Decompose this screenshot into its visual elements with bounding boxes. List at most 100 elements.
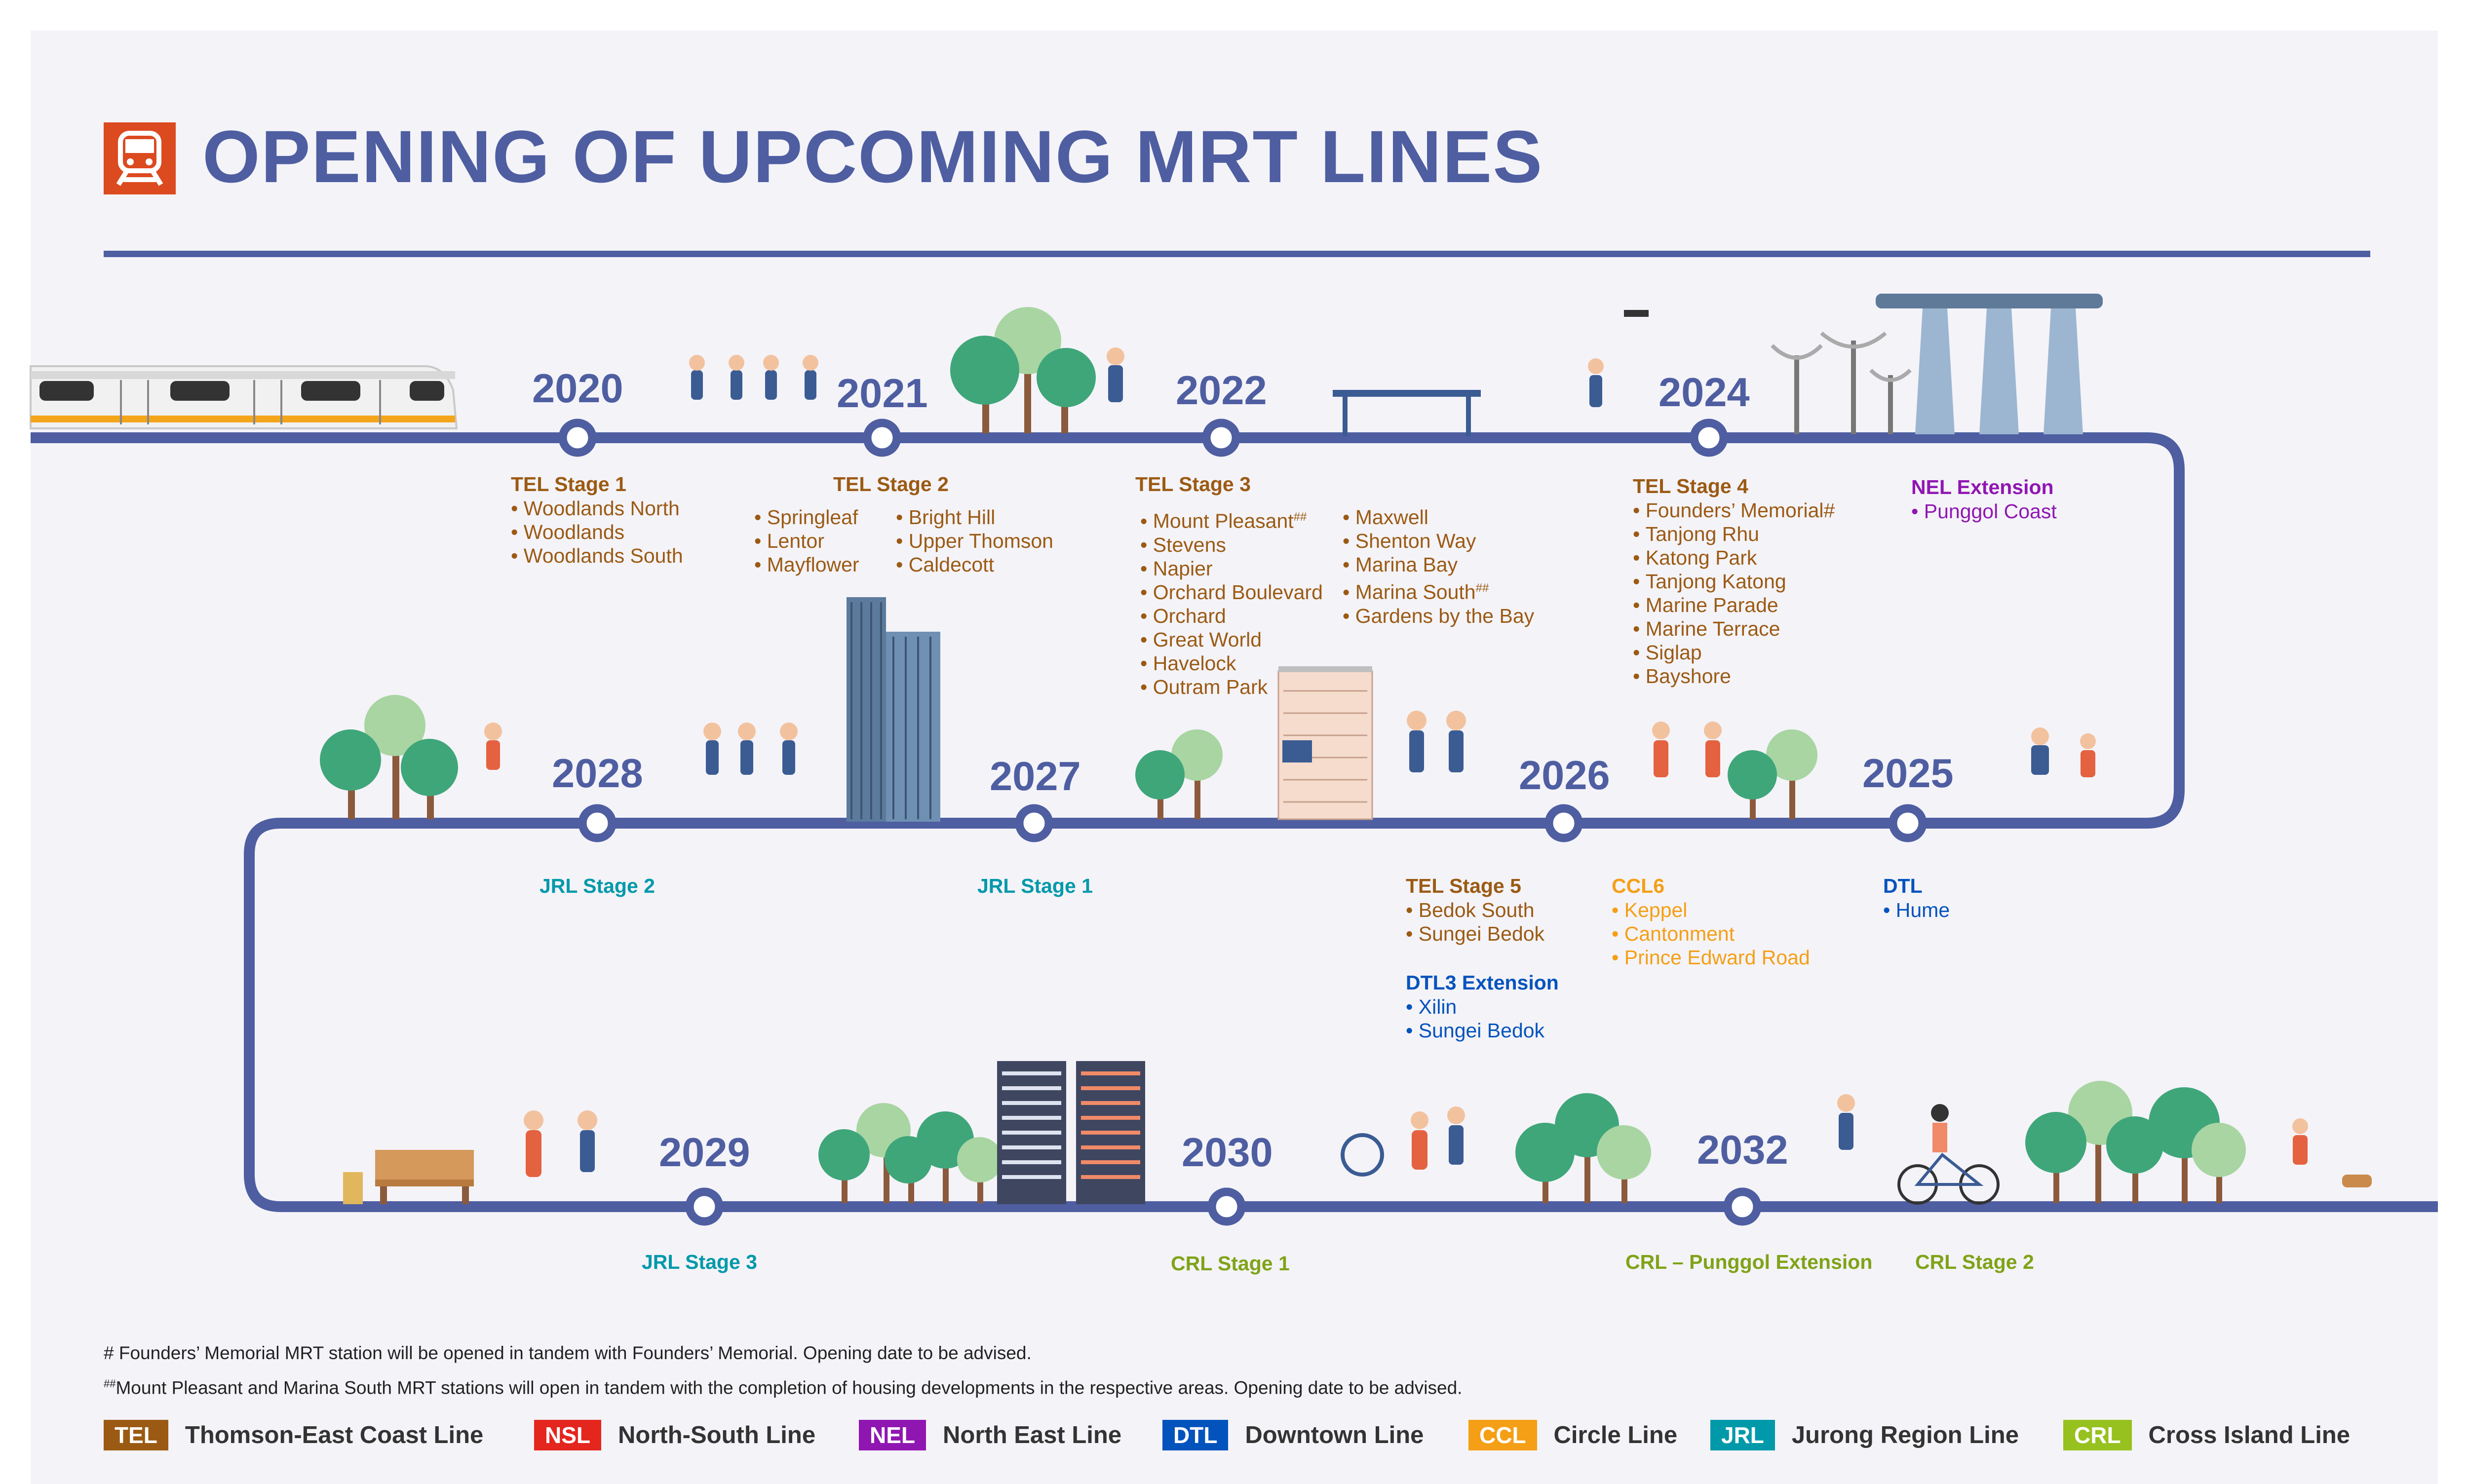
line-name: Downtown Line	[1245, 1422, 1424, 1448]
tree-cluster-row3-mid	[1515, 1093, 1651, 1203]
station-item: Woodlands South	[511, 544, 683, 568]
section-jrl-stage-1: JRL Stage 1	[977, 875, 1093, 897]
section-nel-extension: NEL Extension Punggol Coast	[1911, 475, 2057, 523]
section-dtl: DTL Hume	[1883, 874, 1950, 922]
station-item: Prince Edward Road	[1612, 946, 1810, 969]
year-2028: 2028	[552, 750, 643, 796]
section-tel-stage-2-col1: Springleaf Lentor Mayflower	[754, 505, 859, 576]
station-item: Marine Terrace	[1633, 617, 1835, 641]
station-item: Great World	[1140, 628, 1323, 651]
station-dot-2024	[1690, 419, 1728, 457]
station-item: Mount Pleasant##	[1140, 505, 1323, 533]
station-item: Marine Parade	[1633, 593, 1835, 617]
station-item: Xilin	[1406, 995, 1559, 1019]
section-tel-stage-1: TEL Stage 1 Woodlands North Woodlands Wo…	[511, 472, 683, 568]
section-ccl6: CCL6 Keppel Cantonment Prince Edward Roa…	[1612, 874, 1810, 969]
station-dot-2028	[578, 804, 617, 842]
station-dot-2021	[863, 419, 901, 457]
year-2029: 2029	[659, 1129, 750, 1175]
line-badge: CRL	[2063, 1420, 2132, 1450]
station-item: Springleaf	[754, 505, 859, 529]
line-name: Cross Island Line	[2148, 1422, 2350, 1448]
station-item: Mayflower	[754, 553, 859, 576]
office-tower-illustration	[847, 597, 940, 822]
station-item: Hume	[1883, 898, 1950, 922]
station-dot-2030	[1207, 1187, 1246, 1226]
station-item: Lentor	[754, 529, 859, 553]
tree-cluster-row1	[950, 307, 1096, 433]
station-item: Gardens by the Bay	[1343, 604, 1534, 628]
section-title: TEL Stage 4	[1633, 475, 1748, 497]
section-tel-stage-3-col1: Mount Pleasant## Stevens Napier Orchard …	[1140, 505, 1323, 699]
tree-cluster-row2-mid	[1135, 729, 1223, 819]
station-dot-2022	[1202, 419, 1240, 457]
year-2026: 2026	[1519, 752, 1610, 798]
section-jrl-stage-2: JRL Stage 2	[540, 875, 655, 897]
legend-item-ccl: CCL Circle Line	[1468, 1419, 1677, 1451]
station-item: Marina Bay	[1343, 553, 1534, 576]
station-item: Napier	[1140, 557, 1323, 580]
station-item: Caldecott	[896, 553, 1053, 576]
tree-cluster-row2-right	[1728, 729, 1817, 819]
park-bench-illustration	[343, 1150, 474, 1204]
section-crl-punggol-extension: CRL – Punggol Extension	[1625, 1251, 1873, 1273]
legend-item-dtl: DTL Downtown Line	[1162, 1419, 1424, 1451]
section-crl-stage-2: CRL Stage 2	[1915, 1251, 2034, 1273]
title-divider	[104, 251, 2370, 257]
section-title: DTL	[1883, 875, 1923, 897]
section-title: DTL3 Extension	[1406, 971, 1559, 994]
station-item: Havelock	[1140, 651, 1323, 675]
line-badge: CCL	[1468, 1420, 1537, 1450]
station-item: Sungei Bedok	[1406, 922, 1544, 946]
cyclist-illustration	[1897, 1104, 2000, 1205]
section-tel-stage-3-title: TEL Stage 3	[1135, 472, 1251, 496]
year-2024: 2024	[1658, 369, 1750, 415]
people-illustrations	[484, 310, 2372, 1187]
track-line	[31, 432, 2438, 1212]
line-badge: DTL	[1162, 1420, 1229, 1450]
section-title: TEL Stage 2	[833, 473, 949, 495]
station-item: Upper Thomson	[896, 529, 1053, 553]
station-item: Marina South##	[1343, 576, 1534, 604]
section-tel-stage-2-col2: Bright Hill Upper Thomson Caldecott	[896, 505, 1053, 576]
legend-item-tel: TEL Thomson-East Coast Line	[104, 1419, 483, 1451]
station-item: Sungei Bedok	[1406, 1019, 1559, 1042]
tree-cluster-row3-right	[2025, 1081, 2246, 1203]
station-item: Stevens	[1140, 533, 1323, 557]
section-jrl-stage-3: JRL Stage 3	[642, 1251, 757, 1273]
legend-item-nel: NEL North East Line	[859, 1419, 1121, 1451]
station-item: Keppel	[1612, 898, 1810, 922]
section-title: TEL Stage 5	[1406, 875, 1521, 897]
station-item: Founders’ Memorial#	[1633, 498, 1835, 522]
train-icon	[104, 122, 176, 194]
section-crl-stage-1: CRL Stage 1	[1171, 1252, 1290, 1275]
line-name: North East Line	[943, 1422, 1122, 1448]
station-item: Outram Park	[1140, 675, 1323, 699]
footnote-mark: ##	[1293, 510, 1307, 524]
year-2020: 2020	[532, 365, 623, 411]
station-dot-2025	[1889, 804, 1927, 842]
line-name: Circle Line	[1553, 1422, 1678, 1448]
footnote-mark: ##	[1475, 581, 1489, 595]
year-2032: 2032	[1697, 1127, 1788, 1173]
legend-item-crl: CRL Cross Island Line	[2063, 1419, 2350, 1451]
train-illustration	[30, 365, 458, 429]
footnote-2: ##Mount Pleasant and Marina South MRT st…	[104, 1377, 1463, 1398]
year-2025: 2025	[1862, 750, 1954, 796]
station-item: Siglap	[1633, 641, 1835, 664]
section-title: NEL Extension	[1911, 476, 2054, 498]
hdb-blocks-illustration	[997, 1061, 1145, 1204]
station-dot-2027	[1015, 804, 1053, 842]
station-item: Cantonment	[1612, 922, 1810, 946]
section-dtl3-extension: DTL3 Extension Xilin Sungei Bedok	[1406, 970, 1559, 1042]
line-name: Thomson-East Coast Line	[185, 1422, 484, 1448]
station-item: Maxwell	[1343, 505, 1534, 529]
page-title: OPENING OF UPCOMING MRT LINES	[202, 115, 1543, 198]
year-2030: 2030	[1182, 1129, 1273, 1175]
section-tel-stage-2-title: TEL Stage 2	[833, 472, 949, 496]
line-name: Jurong Region Line	[1791, 1422, 2019, 1448]
section-title: TEL Stage 3	[1135, 473, 1251, 495]
station-item: Shenton Way	[1343, 529, 1534, 553]
footnote-mark: ##	[104, 1377, 116, 1390]
